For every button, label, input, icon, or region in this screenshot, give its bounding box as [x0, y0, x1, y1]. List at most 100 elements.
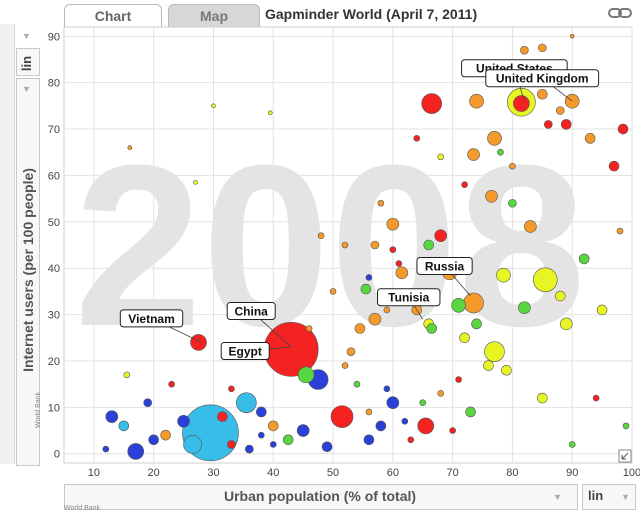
y-scale-selector[interactable]: lin — [16, 48, 40, 76]
country-bubble[interactable] — [437, 153, 444, 161]
country-bubble[interactable] — [501, 364, 512, 376]
country-bubble[interactable] — [485, 189, 498, 203]
country-bubble[interactable] — [317, 232, 325, 240]
country-bubble[interactable] — [616, 227, 624, 235]
country-bubble[interactable] — [269, 441, 277, 448]
country-bubble[interactable] — [596, 304, 608, 316]
country-bubble[interactable] — [484, 341, 505, 362]
country-bubble[interactable] — [377, 199, 385, 207]
country-bubble[interactable] — [256, 406, 267, 418]
country-bubble[interactable] — [330, 405, 354, 428]
country-bubble[interactable] — [483, 360, 494, 371]
country-bubble[interactable] — [537, 88, 548, 100]
country-bubble[interactable] — [354, 323, 366, 334]
country-bubble[interactable] — [413, 135, 421, 142]
country-bubble[interactable] — [177, 414, 190, 428]
country-bubble[interactable] — [487, 131, 502, 146]
country-bubble[interactable] — [622, 422, 630, 430]
country-bubble[interactable] — [245, 444, 254, 454]
country-bubble[interactable] — [407, 436, 415, 444]
country-bubble[interactable] — [296, 424, 310, 437]
country-bubble[interactable] — [538, 43, 547, 53]
country-label-box[interactable] — [226, 302, 276, 321]
country-bubble[interactable] — [513, 95, 530, 112]
country-bubble[interactable] — [370, 240, 380, 250]
country-bubble[interactable] — [217, 411, 228, 422]
tab-map[interactable]: Map — [168, 4, 260, 27]
country-bubble[interactable] — [183, 435, 202, 454]
country-bubble[interactable] — [282, 434, 294, 446]
x-axis-selector[interactable] — [64, 484, 578, 510]
country-bubble[interactable] — [193, 180, 198, 185]
country-bubble[interactable] — [386, 217, 400, 231]
country-bubble[interactable] — [592, 394, 600, 402]
country-bubble[interactable] — [341, 241, 349, 249]
country-bubble[interactable] — [518, 301, 531, 314]
country-bubble[interactable] — [520, 45, 529, 55]
country-bubble[interactable] — [554, 290, 566, 302]
country-bubble[interactable] — [236, 392, 257, 414]
country-bubble[interactable] — [608, 160, 620, 172]
country-bubble[interactable] — [465, 406, 476, 418]
country-label-box[interactable] — [220, 342, 270, 361]
country-bubble[interactable] — [297, 366, 315, 384]
country-bubble[interactable] — [305, 325, 313, 332]
country-bubble[interactable] — [497, 148, 504, 156]
country-bubble[interactable] — [451, 297, 466, 313]
country-bubble[interactable] — [417, 417, 435, 435]
country-bubble[interactable] — [321, 441, 333, 453]
country-bubble[interactable] — [375, 420, 387, 432]
country-bubble[interactable] — [353, 380, 361, 388]
x-axis-label[interactable]: Urban population (% of total) — [223, 488, 417, 504]
country-bubble[interactable] — [341, 362, 349, 369]
country-bubble[interactable] — [560, 119, 572, 130]
country-label-box[interactable] — [485, 69, 600, 88]
country-bubble[interactable] — [127, 145, 133, 150]
country-bubble[interactable] — [569, 33, 575, 39]
country-bubble[interactable] — [461, 181, 468, 189]
country-bubble[interactable] — [365, 408, 373, 416]
country-bubble[interactable] — [467, 148, 480, 161]
country-bubble[interactable] — [508, 198, 517, 208]
country-bubble[interactable] — [469, 93, 484, 109]
country-bubble[interactable] — [537, 392, 548, 404]
country-bubble[interactable] — [228, 385, 235, 393]
country-bubble[interactable] — [449, 427, 456, 434]
country-bubble[interactable] — [346, 347, 356, 356]
country-bubble[interactable] — [329, 288, 337, 295]
country-bubble[interactable] — [211, 103, 216, 109]
country-bubble[interactable] — [401, 417, 409, 425]
country-bubble[interactable] — [421, 93, 443, 114]
country-bubble[interactable] — [363, 434, 375, 446]
country-bubble[interactable] — [555, 106, 565, 115]
country-bubble[interactable] — [123, 371, 131, 379]
x-scale-dropdown-icon[interactable]: ▼ — [621, 492, 630, 502]
link-icon[interactable] — [608, 6, 632, 20]
country-bubble[interactable] — [383, 385, 391, 393]
country-bubble[interactable] — [190, 334, 207, 351]
country-bubble[interactable] — [143, 398, 153, 408]
country-bubble[interactable] — [584, 133, 596, 144]
y-axis-dropdown-icon[interactable]: ▼ — [22, 84, 31, 94]
x-axis-dropdown-icon[interactable]: ▼ — [553, 492, 562, 502]
country-bubble[interactable] — [360, 283, 372, 295]
country-bubble[interactable] — [105, 410, 119, 423]
country-label-box[interactable] — [119, 309, 184, 328]
country-bubble[interactable] — [568, 441, 576, 448]
country-bubble[interactable] — [383, 306, 391, 314]
country-bubble[interactable] — [496, 267, 511, 283]
country-bubble[interactable] — [578, 253, 590, 265]
country-bubble[interactable] — [423, 239, 435, 251]
y-axis-selector[interactable] — [16, 78, 40, 466]
country-bubble[interactable] — [386, 396, 400, 410]
country-bubble[interactable] — [160, 429, 171, 441]
country-bubble[interactable] — [368, 312, 382, 326]
country-bubble[interactable] — [617, 123, 629, 135]
country-bubble[interactable] — [419, 399, 427, 407]
country-bubble[interactable] — [168, 380, 175, 388]
country-bubble[interactable] — [365, 274, 373, 281]
country-bubble[interactable] — [437, 390, 444, 397]
y-scale-dropdown-icon[interactable]: ▼ — [22, 31, 31, 41]
country-bubble[interactable] — [148, 434, 159, 446]
country-bubble[interactable] — [102, 445, 110, 453]
